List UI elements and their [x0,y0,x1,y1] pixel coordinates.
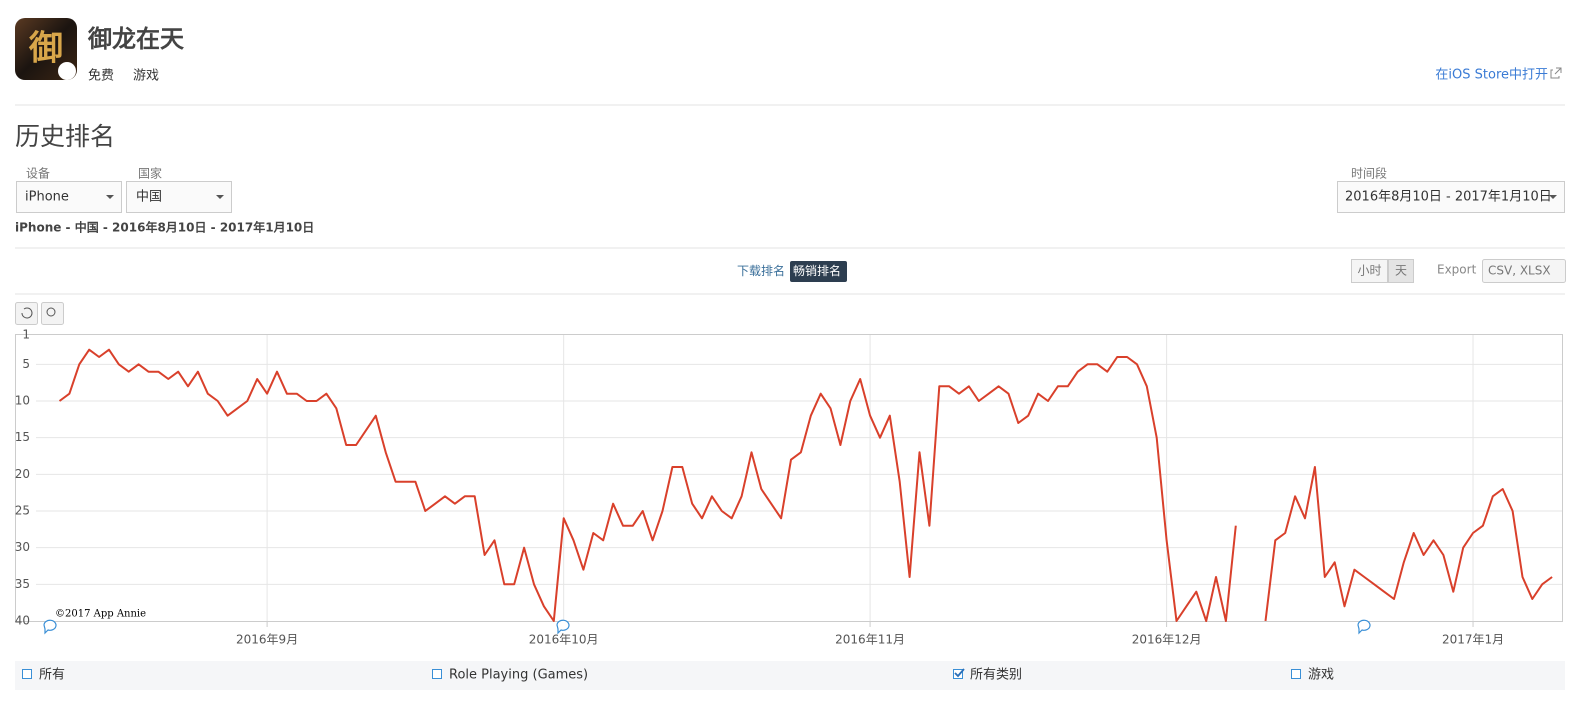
legend-checkbox[interactable] [1291,669,1301,679]
rank-line [58,348,1553,622]
app-title: 御龙在天 [87,25,184,53]
granularity-button[interactable] [1388,259,1414,283]
y-tick-label: 5 [22,357,30,371]
section-title: 历史排名 [15,122,115,151]
legend-label: 所有 [39,668,65,683]
price: 免费 [88,69,114,84]
store-link[interactable]: 在iOS Store中打开 [1435,68,1548,83]
caret [106,195,114,199]
export-button[interactable] [1482,259,1566,283]
granularity-label: 天 [1395,264,1407,278]
check-mark [954,668,965,678]
y-tick-label: 40 [15,614,30,628]
legend-label: 所有类别 [970,668,1022,683]
reset-zoom[interactable] [15,302,38,325]
x-tick-label: 2016年11月 [835,633,905,647]
event-marker[interactable] [556,619,570,635]
y-tick-label: 35 [15,577,30,591]
device-value: iPhone [25,190,69,205]
legend-label: Role Playing (Games) [449,668,588,683]
legend-bar [15,661,1565,690]
country-value: 中国 [136,190,162,205]
icon-glyph: 御 [28,29,63,69]
event-marker[interactable] [1357,619,1371,635]
y-tick-label: 30 [15,540,30,554]
icon-badge [58,62,76,80]
event-marker[interactable] [43,619,57,635]
period-select[interactable] [1337,181,1565,213]
legend-checkbox[interactable] [953,669,963,679]
country-label: 国家 [138,166,162,181]
reset-icon [21,307,33,319]
y-tick-label: 10 [15,394,30,408]
y-tick-label: 1 [22,328,30,342]
granularity-label: 小时 [1357,264,1381,278]
category: 游戏 [133,69,159,84]
tab-active-bg [790,261,847,282]
credit: ©2017 App Annie [55,609,146,620]
tab[interactable]: 畅销排名 [793,263,841,278]
export-label[interactable]: Export [1437,263,1477,277]
legend-label: 游戏 [1308,668,1334,683]
y-tick-label: 15 [15,430,30,444]
zoom-icon [46,307,56,317]
legend-checkbox[interactable] [432,669,442,679]
external-icon [1550,67,1562,79]
device-label: 设备 [26,167,50,181]
granularity-button[interactable] [1351,259,1388,283]
legend-checkbox[interactable] [22,669,32,679]
x-tick-label: 2016年9月 [236,633,298,647]
caret [1549,195,1557,199]
x-tick-label: 2016年12月 [1132,633,1202,647]
period-value: 2016年8月10日 - 2017年1月10日 [1345,190,1552,205]
tab[interactable]: 下载排名 [737,263,785,278]
summary: iPhone - 中国 - 2016年8月10日 - 2017年1月10日 [15,220,314,235]
x-tick-label: 2016年10月 [529,633,599,647]
country-select[interactable] [126,181,232,213]
y-tick-label: 25 [15,504,30,518]
plot-frame [15,334,1563,622]
device-select[interactable] [16,181,122,213]
period-label: 时间段 [1351,166,1387,181]
export-formats: CSV, XLSX [1488,264,1551,278]
y-tick-label: 20 [15,467,30,481]
zoom-button[interactable] [41,302,64,325]
caret [216,195,224,199]
x-tick-label: 2017年1月 [1442,633,1504,647]
